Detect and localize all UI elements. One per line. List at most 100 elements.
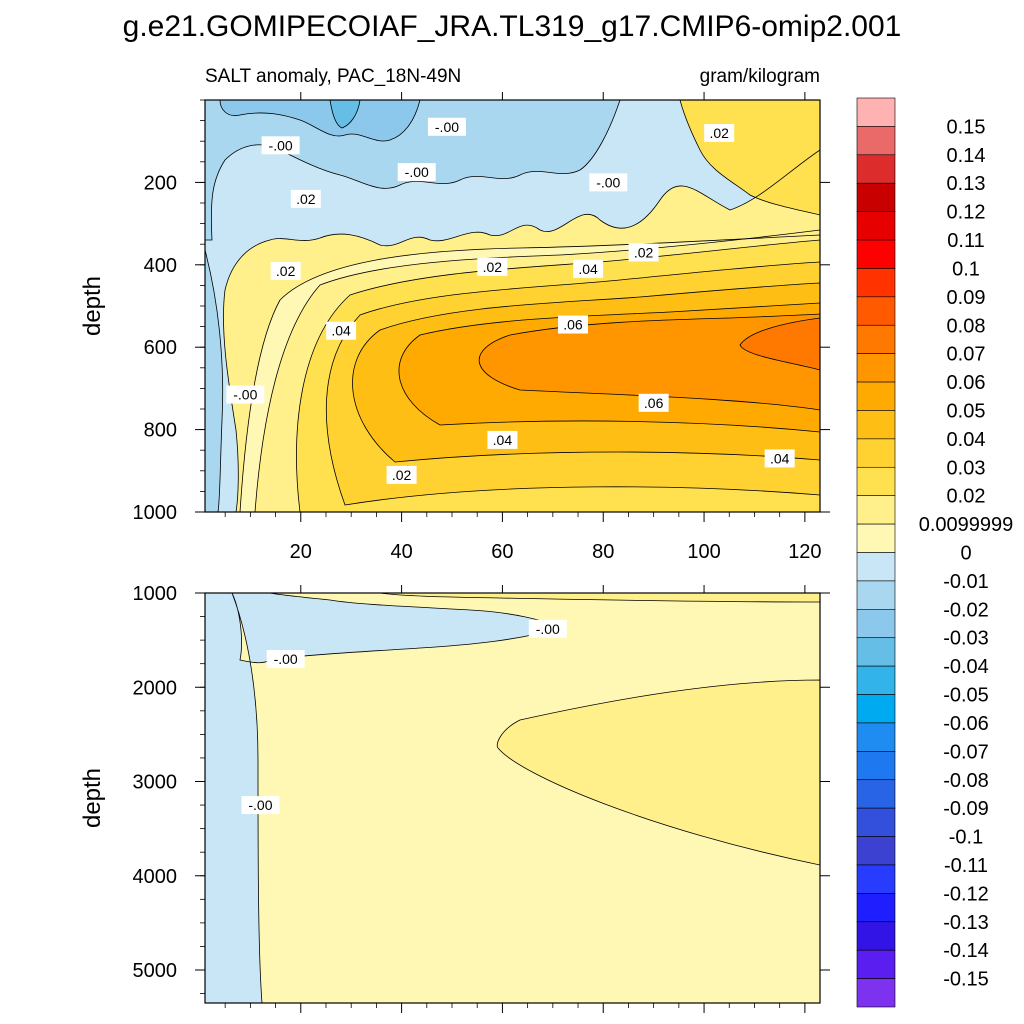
contour-line [379, 593, 820, 603]
x-tick-label: 60 [491, 541, 513, 563]
contour-label-text: .02 [296, 191, 316, 207]
contour-label-text: -.00 [596, 174, 620, 190]
colorbar-swatch [856, 438, 896, 468]
contour-label-bg [638, 393, 669, 412]
colorbar-label: -0.1 [949, 827, 983, 849]
y-tick-label: 4000 [133, 866, 178, 888]
colorbar-swatch [856, 523, 896, 553]
colorbar-label: -0.11 [944, 855, 988, 877]
contour-line [254, 229, 820, 512]
colorbar-label: 0.11 [947, 230, 984, 252]
contour-line [478, 313, 820, 411]
contour-label-bg [397, 163, 436, 182]
contour-label: .04 [764, 449, 795, 468]
contour-label-text: -.00 [536, 621, 560, 637]
contour-label-text: -.00 [269, 137, 293, 153]
contour-label-bg [266, 649, 305, 668]
contour-label-bg [764, 449, 795, 468]
contour-label: -.00 [397, 163, 436, 182]
contour-label-bg [589, 173, 628, 192]
contour-label: -.00 [427, 117, 466, 136]
colorbar-label: 0.03 [947, 457, 986, 479]
contour-line [205, 249, 224, 512]
contour-label: .04 [487, 430, 518, 449]
contour-label-text: .04 [578, 261, 598, 277]
colorbar-label: -0.04 [943, 656, 989, 678]
contour-label-text: .06 [644, 395, 664, 411]
colorbar-label: 0.02 [947, 486, 986, 508]
subtitle-right: gram/kilogram [700, 66, 820, 87]
lower-panel: -.00 -.00 -.00 1000 2000 3000 4000 5000 depth [79, 583, 830, 1013]
contour-label: -.00 [226, 385, 265, 404]
contour-label-text: .04 [331, 323, 351, 339]
colorbar-label: -0.02 [943, 599, 989, 621]
contour-label: .02 [704, 123, 735, 142]
contour-label: .06 [638, 393, 669, 412]
contour-label-text: -.00 [435, 119, 459, 135]
contour-label: .04 [573, 259, 604, 278]
contour-label-text: -.00 [233, 387, 257, 403]
colorbar-swatch [856, 751, 896, 781]
upper-y-axis-label: depth [79, 276, 106, 336]
colorbar-label: -0.01 [943, 571, 989, 593]
contour-line [329, 100, 361, 129]
colorbar-label: -0.05 [943, 685, 989, 707]
contour-label-bg [290, 189, 321, 208]
upper-fill-left-negative [205, 250, 223, 512]
colorbar-label: -0.09 [943, 798, 989, 820]
contour-label-text: -.00 [274, 651, 298, 667]
contour-label-bg [557, 315, 588, 334]
colorbar-swatch [856, 864, 896, 894]
colorbar-swatch [856, 807, 896, 837]
y-tick-label: 600 [144, 337, 177, 359]
contour-label: -.00 [589, 173, 628, 192]
colorbar-swatch [856, 466, 896, 496]
contour-label: .02 [270, 261, 301, 280]
upper-y-axis: 200 400 600 800 1000 [133, 99, 830, 524]
contour-label-bg [386, 465, 417, 484]
y-tick-label: 200 [144, 172, 177, 194]
upper-x-axis: 20 40 60 80 100 120 [224, 92, 822, 563]
contour-label: -.00 [266, 649, 305, 668]
colorbar-swatch [856, 211, 896, 241]
colorbar-swatch [856, 949, 896, 979]
colorbar-swatch [856, 182, 896, 212]
contour-label: -.00 [528, 619, 567, 638]
contour-label-text: .02 [392, 467, 412, 483]
x-tick-label: 80 [592, 541, 614, 563]
colorbar-label: -0.06 [943, 713, 989, 735]
colorbar-swatch [856, 637, 896, 667]
contour-line [398, 302, 820, 433]
y-tick-label: 2000 [133, 677, 178, 699]
contour-label-text: .06 [563, 317, 583, 333]
contour-label: .02 [290, 189, 321, 208]
contour-label: -.00 [261, 136, 300, 155]
y-tick-label: 1000 [133, 583, 178, 605]
colorbar-swatch [856, 722, 896, 752]
colorbar-swatch [856, 893, 896, 923]
colorbar-label: 0.09 [947, 287, 986, 309]
lower-frame [204, 592, 821, 1004]
colorbar-swatch [856, 154, 896, 184]
lower-x-axis [224, 585, 806, 1013]
contour-line [205, 100, 621, 241]
colorbar-swatch [856, 609, 896, 639]
y-tick-label: 3000 [133, 772, 178, 794]
colorbar-swatch [856, 97, 896, 127]
contour-line [325, 261, 820, 506]
colorbar-swatch [856, 381, 896, 411]
contour-label-bg [241, 796, 280, 815]
colorbar-label: 0.04 [947, 429, 986, 451]
colorbar-swatch [856, 324, 896, 354]
colorbar-label: -0.08 [943, 770, 989, 792]
x-tick-label: 120 [788, 541, 821, 563]
contour-line [352, 282, 820, 463]
lower-y-axis-label: depth [79, 768, 106, 828]
colorbar-label: -0.12 [943, 883, 989, 905]
contour-label-bg [528, 619, 567, 638]
contour-label-text: .04 [770, 450, 790, 466]
colorbar-label: 0.08 [947, 315, 986, 337]
contour-line [205, 100, 820, 512]
colorbar: 0.15 0.14 0.13 0.12 0.11 0.1 0.09 0.08 0.07 0.06 0… [856, 97, 1013, 1008]
